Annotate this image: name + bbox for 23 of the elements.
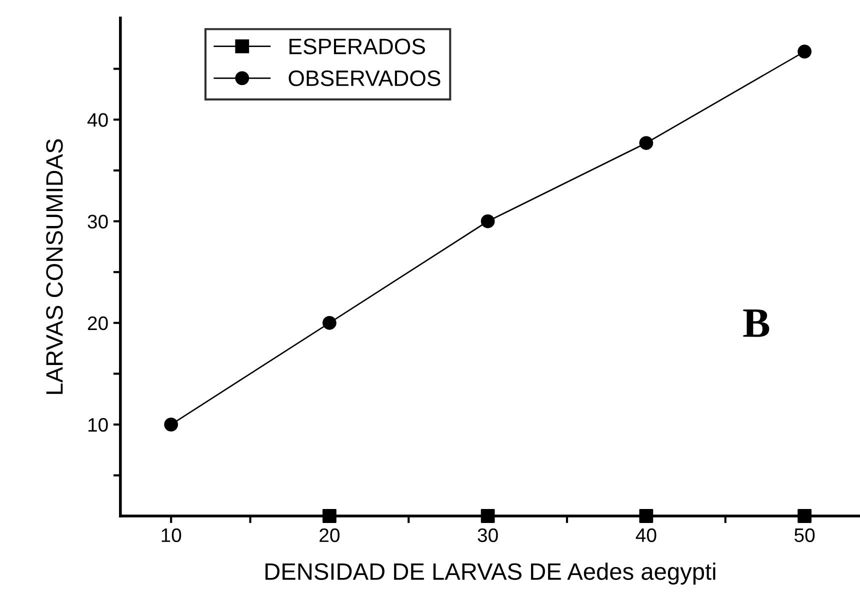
legend-label: OBSERVADOS xyxy=(288,70,440,86)
point xyxy=(164,418,178,432)
point xyxy=(798,44,812,58)
x-tick-label: 40 xyxy=(636,528,656,542)
y-tick-label: 40 xyxy=(87,113,108,127)
legend-label: ESPERADOS xyxy=(290,38,425,54)
x-tick-label: 20 xyxy=(320,528,340,542)
annotation: B xyxy=(743,309,770,337)
y-tick-label: 20 xyxy=(88,316,108,330)
x-tick-label: 30 xyxy=(478,528,498,542)
point xyxy=(639,509,654,523)
point xyxy=(480,214,495,228)
y-tick-label: 30 xyxy=(88,214,108,228)
point xyxy=(322,316,336,330)
x-tick-label: 10 xyxy=(162,528,182,542)
point xyxy=(322,509,336,523)
point xyxy=(480,509,495,523)
point xyxy=(798,509,812,523)
y-axis-title: LARVAS CONSUMIDAS xyxy=(46,139,63,394)
y-tick-label: 10 xyxy=(88,418,108,432)
point xyxy=(639,136,654,150)
x-tick-label: 50 xyxy=(794,528,815,542)
x-axis-title: DENSIDAD DE LARVAS DE Aedes aegypti xyxy=(266,562,716,585)
